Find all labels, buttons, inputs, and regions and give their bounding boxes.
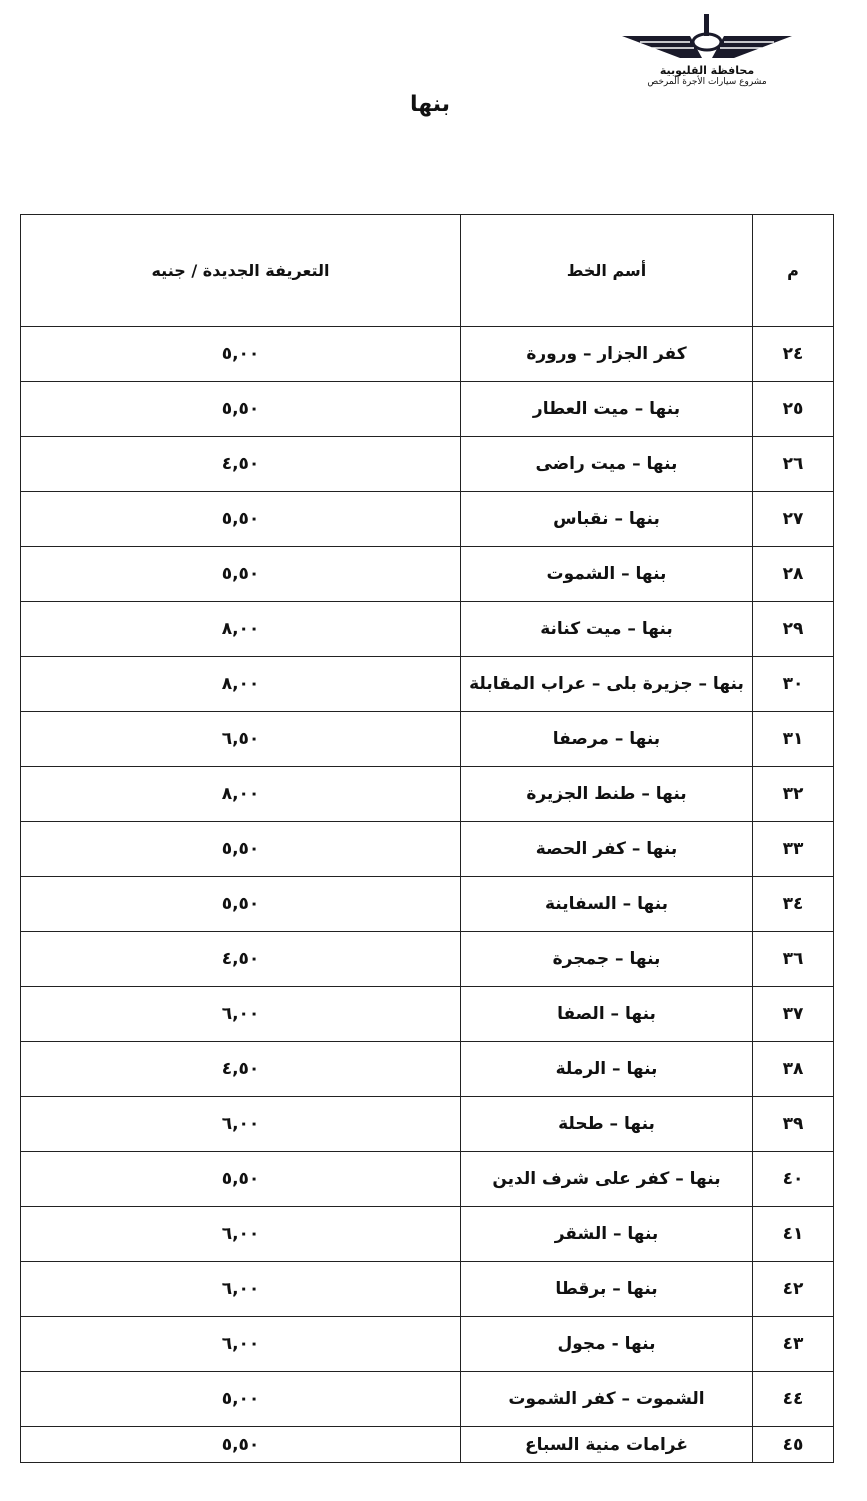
table-row: ٤٢ بنها – برقطا ٦,٠٠	[20, 1261, 834, 1317]
winged-emblem-icon	[622, 14, 792, 58]
route-name: بنها – برقطا	[460, 1261, 753, 1317]
row-number: ٢٤	[752, 326, 834, 382]
table-row: ٣٤ بنها – السفاينة ٥,٥٠	[20, 876, 834, 932]
fare-value: ٨,٠٠	[20, 766, 461, 822]
header-number: م	[752, 214, 834, 327]
page-title: بنها	[409, 92, 451, 117]
table-row: ٢٥ بنها – ميت العطار ٥,٥٠	[20, 381, 834, 437]
row-number: ٣٨	[752, 1041, 834, 1097]
route-name: بنها – نقباس	[460, 491, 753, 547]
fare-value: ٦,٥٠	[20, 711, 461, 767]
table-row: ٢٩ بنها – ميت كنانة ٨,٠٠	[20, 601, 834, 657]
route-name: بنها – الرملة	[460, 1041, 753, 1097]
route-name: بنها – طنط الجزيرة	[460, 766, 753, 822]
row-number: ٤٢	[752, 1261, 834, 1317]
route-name: بنها – ميت العطار	[460, 381, 753, 437]
fare-value: ٦,٠٠	[20, 1261, 461, 1317]
row-number: ٣١	[752, 711, 834, 767]
route-name: بنها – الشقر	[460, 1206, 753, 1262]
fare-value: ٨,٠٠	[20, 656, 461, 712]
route-name: بنها – جمجرة	[460, 931, 753, 987]
row-number: ٣٣	[752, 821, 834, 877]
table-row: ٣٠ بنها – جزيرة بلى – عراب المقابلة ٨,٠٠	[20, 656, 834, 712]
fare-value: ٥,٠٠	[20, 1371, 461, 1427]
fare-value: ٥,٥٠	[20, 821, 461, 877]
fare-value: ٦,٠٠	[20, 986, 461, 1042]
fare-value: ٥,٥٠	[20, 491, 461, 547]
logo-line-1: محافظة القليوبية	[659, 64, 755, 77]
route-name: بنها – الشموت	[460, 546, 753, 602]
fare-value: ٥,٥٠	[20, 381, 461, 437]
row-number: ٢٦	[752, 436, 834, 492]
header-route-name: أسم الخط	[460, 214, 753, 327]
row-number: ٤٥	[752, 1426, 834, 1463]
table-row: ٣٩ بنها – طحلة ٦,٠٠	[20, 1096, 834, 1152]
row-number: ٣٩	[752, 1096, 834, 1152]
row-number: ٤٠	[752, 1151, 834, 1207]
table-row: ٤٠ بنها – كفر على شرف الدين ٥,٥٠	[20, 1151, 834, 1207]
route-name: بنها – الصفا	[460, 986, 753, 1042]
fare-value: ٥,٥٠	[20, 546, 461, 602]
logo: محافظة القليوبية مشروع سيارات الأجرة الم…	[612, 12, 802, 102]
header-fare: التعريفة الجديدة / جنيه	[20, 214, 461, 327]
route-name: غرامات منية السباع	[460, 1426, 753, 1463]
fare-value: ٥,٥٠	[20, 1151, 461, 1207]
table-row: ٣١ بنها – مرصفا ٦,٥٠	[20, 711, 834, 767]
fare-value: ٦,٠٠	[20, 1316, 461, 1372]
row-number: ٢٧	[752, 491, 834, 547]
fare-value: ٥,٥٠	[20, 876, 461, 932]
table-row: ٤٣ بنها - مجول ٦,٠٠	[20, 1316, 834, 1372]
row-number: ٤٤	[752, 1371, 834, 1427]
table-row: ٢٦ بنها – ميت راضى ٤,٥٠	[20, 436, 834, 492]
route-name: بنها – ميت كنانة	[460, 601, 753, 657]
route-name: الشموت – كفر الشموت	[460, 1371, 753, 1427]
row-number: ٤١	[752, 1206, 834, 1262]
fare-value: ٥,٥٠	[20, 1426, 461, 1463]
table-row: ٣٧ بنها – الصفا ٦,٠٠	[20, 986, 834, 1042]
row-number: ٣٤	[752, 876, 834, 932]
row-number: ٢٨	[752, 546, 834, 602]
route-name: بنها – كفر الحصة	[460, 821, 753, 877]
table-row: ٣٣ بنها – كفر الحصة ٥,٥٠	[20, 821, 834, 877]
table-row: ٢٧ بنها – نقباس ٥,٥٠	[20, 491, 834, 547]
fare-value: ٨,٠٠	[20, 601, 461, 657]
row-number: ٢٩	[752, 601, 834, 657]
table-row: ٤٤ الشموت – كفر الشموت ٥,٠٠	[20, 1371, 834, 1427]
route-name: بنها - مجول	[460, 1316, 753, 1372]
table-row: ٣٦ بنها – جمجرة ٤,٥٠	[20, 931, 834, 987]
route-name: بنها – السفاينة	[460, 876, 753, 932]
fare-table: م أسم الخط التعريفة الجديدة / جنيه ٢٤ كفر…	[20, 214, 834, 1463]
route-name: كفر الجزار – ورورة	[460, 326, 753, 382]
row-number: ٤٣	[752, 1316, 834, 1372]
row-number: ٣٢	[752, 766, 834, 822]
row-number: ٢٥	[752, 381, 834, 437]
table-header-row: م أسم الخط التعريفة الجديدة / جنيه	[20, 214, 834, 327]
fare-value: ٤,٥٠	[20, 1041, 461, 1097]
route-name: بنها – جزيرة بلى – عراب المقابلة	[460, 656, 753, 712]
logo-line-2: مشروع سيارات الأجرة المرخص	[647, 77, 767, 87]
fare-value: ٤,٥٠	[20, 436, 461, 492]
table-row: ٣٢ بنها – طنط الجزيرة ٨,٠٠	[20, 766, 834, 822]
table-row: ٤١ بنها – الشقر ٦,٠٠	[20, 1206, 834, 1262]
route-name: بنها – طحلة	[460, 1096, 753, 1152]
fare-value: ٥,٠٠	[20, 326, 461, 382]
fare-value: ٦,٠٠	[20, 1096, 461, 1152]
route-name: بنها – كفر على شرف الدين	[460, 1151, 753, 1207]
row-number: ٣٦	[752, 931, 834, 987]
table-row: ٢٤ كفر الجزار – ورورة ٥,٠٠	[20, 326, 834, 382]
row-number: ٣٠	[752, 656, 834, 712]
fare-value: ٤,٥٠	[20, 931, 461, 987]
table-row: ٤٥ غرامات منية السباع ٥,٥٠	[20, 1426, 834, 1463]
table-row: ٢٨ بنها – الشموت ٥,٥٠	[20, 546, 834, 602]
row-number: ٣٧	[752, 986, 834, 1042]
table-row: ٣٨ بنها – الرملة ٤,٥٠	[20, 1041, 834, 1097]
route-name: بنها – ميت راضى	[460, 436, 753, 492]
fare-value: ٦,٠٠	[20, 1206, 461, 1262]
route-name: بنها – مرصفا	[460, 711, 753, 767]
